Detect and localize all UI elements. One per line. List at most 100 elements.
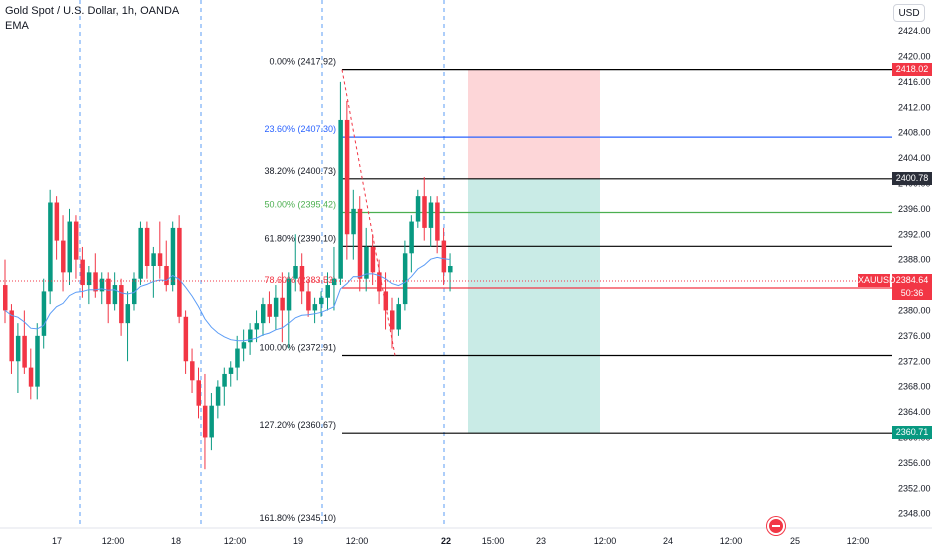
fib-level-label[interactable]: 50.00% (2395.42) [264,200,336,210]
candle-body[interactable] [209,405,214,438]
candle-body[interactable] [22,335,27,368]
candle-body[interactable] [35,335,40,387]
candle-body[interactable] [138,227,143,279]
candle-body[interactable] [41,291,47,336]
stop-loss-zone[interactable] [468,69,600,179]
candle-body[interactable] [144,227,150,266]
candle-body[interactable] [306,291,311,311]
fib-level-label[interactable]: 100.00% (2372.91) [259,342,336,352]
fib-level-label[interactable]: 0.00% (2417.92) [269,57,336,67]
candle-body[interactable] [164,266,169,286]
candle-body[interactable] [215,386,221,406]
currency-button[interactable]: USD [893,4,925,22]
price-tick-label: 2368.00 [898,382,931,392]
candle-body[interactable] [254,323,260,330]
candle-body[interactable] [390,310,395,330]
candle-body[interactable] [80,259,85,286]
candle-body[interactable] [331,278,337,286]
candle-body[interactable] [422,196,427,228]
candle-body[interactable] [48,202,53,292]
candle-body[interactable] [54,202,60,241]
candle-body[interactable] [441,240,447,273]
candle-body[interactable] [183,316,189,362]
candle-body[interactable] [112,285,118,305]
price-tick-label: 2420.00 [898,51,931,61]
fib-level-label[interactable]: 161.80% (2345.10) [259,513,336,523]
candle-body[interactable] [377,272,382,292]
ema-line[interactable] [4,256,451,342]
economic-event-icon[interactable] [767,517,785,535]
candle-body[interactable] [119,285,124,324]
price-tick-label: 2412.00 [898,102,931,112]
candle-body[interactable] [106,278,111,305]
candle-body[interactable] [28,367,34,387]
legend-title[interactable]: Gold Spot / U.S. Dollar, 1h, OANDA [5,5,180,17]
price-tick-label: 2408.00 [898,128,931,138]
candle-body[interactable] [273,297,279,317]
candle-body[interactable] [222,373,227,387]
fib-level-label[interactable]: 23.60% (2407.30) [264,124,336,134]
legend: Gold Spot / U.S. Dollar, 1h, OANDA EMA [5,4,179,34]
candle-body[interactable] [286,278,292,311]
candle-body[interactable] [67,221,73,273]
candle-body[interactable] [299,266,305,292]
candle-body[interactable] [170,227,176,286]
candle-body[interactable] [396,304,401,330]
candle-body[interactable] [241,342,247,349]
candle-body[interactable] [312,304,318,311]
candle-body[interactable] [293,266,298,279]
candle-body[interactable] [364,246,369,279]
candle-body[interactable] [157,253,163,266]
candle-body[interactable] [3,285,8,311]
candle-body[interactable] [86,272,92,286]
time-tick-label: 12:00 [102,536,125,546]
price-tick-label: 2404.00 [898,153,931,163]
candle-body[interactable] [319,297,324,305]
price-tick-label: 2376.00 [898,331,931,341]
candle-body[interactable] [351,208,356,235]
price-flag: 2400.78 [892,171,932,185]
candle-body[interactable] [383,291,389,311]
candle-body[interactable] [428,202,434,228]
candle-body[interactable] [73,221,79,260]
price-tick-label: 2416.00 [898,77,931,87]
candle-body[interactable] [93,272,98,292]
candle-body[interactable] [357,208,363,279]
candle-body[interactable] [448,266,453,273]
take-profit-zone[interactable] [468,178,600,433]
candle-body[interactable] [435,202,440,241]
fib-level-label[interactable]: 61.80% (2390.10) [264,233,336,243]
candle-body[interactable] [228,367,234,374]
fib-level-label[interactable]: 38.20% (2400.73) [264,166,336,176]
candle-body[interactable] [280,297,285,311]
candle-body[interactable] [151,253,156,266]
candle-body[interactable] [196,380,202,406]
candle-body[interactable] [177,227,182,317]
candle-body[interactable] [344,119,350,235]
fib-trend-line[interactable] [341,69,396,356]
candle-body[interactable] [409,221,414,254]
candle-body[interactable] [248,329,253,343]
candle-body[interactable] [125,304,131,324]
candle-body[interactable] [190,361,195,381]
candle-body[interactable] [9,310,14,362]
candle-body[interactable] [202,405,208,438]
time-tick-label: 24 [663,536,673,546]
candle-body[interactable] [61,240,66,273]
candle-body[interactable] [415,196,421,222]
candle-body[interactable] [402,253,408,305]
candle-body[interactable] [338,119,343,279]
time-tick-label: 12:00 [594,536,617,546]
candle-body[interactable] [15,335,21,362]
fib-level-label[interactable]: 127.20% (2360.67) [259,420,336,430]
price-tick-label: 2364.00 [898,407,931,417]
candle-body[interactable] [325,285,331,298]
candle-body[interactable] [235,348,240,368]
candle-body[interactable] [261,304,266,324]
candle-body[interactable] [132,278,137,305]
candle-body[interactable] [267,304,272,317]
candle-body[interactable] [99,278,105,292]
legend-indicator[interactable]: EMA [5,20,29,32]
candle-body[interactable] [370,246,376,273]
